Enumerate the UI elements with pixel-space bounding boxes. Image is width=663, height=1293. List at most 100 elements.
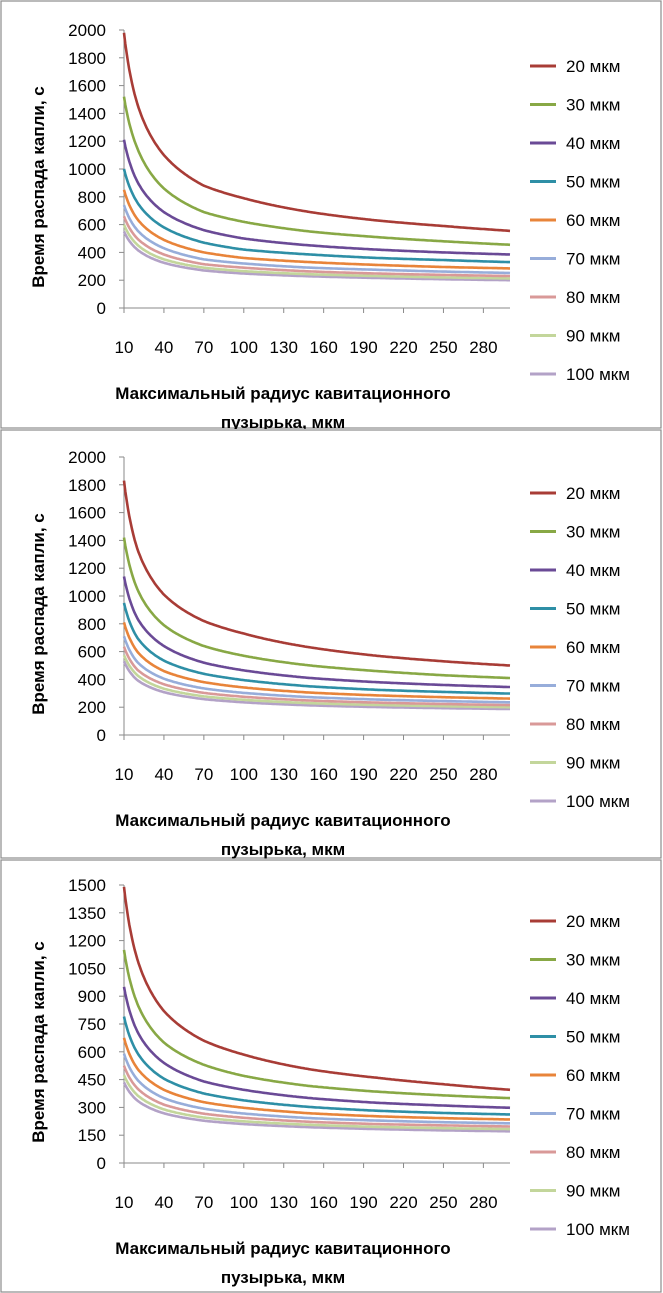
legend-label: 50 мкм bbox=[566, 1028, 620, 1047]
x-tick-label: 220 bbox=[389, 1193, 417, 1212]
x-axis-title-line2: пузырька, мкм bbox=[221, 840, 345, 859]
x-tick-label: 130 bbox=[270, 1193, 298, 1212]
y-axis-title: Время распада капли, с bbox=[29, 86, 48, 287]
x-tick-label: 70 bbox=[194, 338, 213, 357]
legend-label: 60 мкм bbox=[566, 1066, 620, 1085]
y-tick-label: 200 bbox=[78, 271, 106, 290]
chart-panel-bottom: 0 150 300 450 600 750 900 1050 1200 1350 1500 10 40 7… bbox=[0, 859, 662, 1293]
x-tick-label: 280 bbox=[469, 765, 497, 784]
x-tick-label: 10 bbox=[115, 1193, 134, 1212]
y-tick-label: 600 bbox=[78, 643, 106, 662]
chart-bottom: 0 150 300 450 600 750 900 1050 1200 1350 1500 10 40 7… bbox=[0, 859, 662, 1293]
series-line-80-мкм bbox=[122, 646, 511, 707]
legend-label: 70 мкм bbox=[566, 250, 620, 269]
chart-frame bbox=[0, 429, 662, 859]
series-line-40-мкм bbox=[122, 986, 511, 1110]
y-tick-label: 400 bbox=[78, 243, 106, 262]
y-tick-label: 0 bbox=[97, 299, 106, 318]
y-tick-label: 1500 bbox=[68, 876, 106, 895]
y-tick-label: 750 bbox=[78, 1015, 106, 1034]
series-line-80-мкм bbox=[122, 1065, 511, 1128]
legend-label: 50 мкм bbox=[566, 173, 620, 192]
x-tick-label: 250 bbox=[429, 765, 457, 784]
chart-panel-middle: 0 200 400 600 800 1000 1200 1400 1600 1800 2000 10 4… bbox=[0, 429, 662, 859]
series-line-100-мкм bbox=[122, 231, 511, 282]
legend-label: 80 мкм bbox=[566, 1143, 620, 1162]
x-tick-label: 130 bbox=[270, 765, 298, 784]
legend-label: 80 мкм bbox=[566, 715, 620, 734]
legend-label: 70 мкм bbox=[566, 677, 620, 696]
series-line-100-мкм bbox=[122, 660, 511, 711]
y-tick-label: 0 bbox=[97, 726, 106, 745]
y-tick-label: 400 bbox=[78, 670, 106, 689]
y-tick-label: 2000 bbox=[68, 448, 106, 467]
x-tick-label: 280 bbox=[469, 1193, 497, 1212]
series-line-40-мкм bbox=[122, 576, 511, 689]
x-tick-label: 40 bbox=[154, 338, 173, 357]
legend-label: 30 мкм bbox=[566, 523, 620, 542]
x-tick-label: 70 bbox=[194, 1193, 213, 1212]
x-axis-title-line2: пузырька, мкм bbox=[221, 413, 345, 429]
series-line-20-мкм bbox=[122, 32, 511, 233]
series-line-30-мкм bbox=[122, 537, 511, 680]
x-axis-title-line1: Максимальный радиус кавитационного bbox=[115, 1239, 450, 1258]
chart-top: 0 200 400 600 800 1000 1200 1400 1600 1800 2000 10 4… bbox=[0, 0, 662, 429]
series-line-50-мкм bbox=[122, 1016, 511, 1116]
legend-label: 50 мкм bbox=[566, 600, 620, 619]
x-tick-label: 100 bbox=[230, 765, 258, 784]
x-tick-label: 40 bbox=[154, 1193, 173, 1212]
y-tick-label: 1350 bbox=[68, 904, 106, 923]
legend-label: 100 мкм bbox=[566, 1220, 630, 1239]
series-line-20-мкм bbox=[122, 886, 511, 1092]
y-axis-title: Время распада капли, с bbox=[29, 513, 48, 714]
y-tick-label: 1600 bbox=[68, 77, 106, 96]
legend-label: 20 мкм bbox=[566, 912, 620, 931]
x-tick-label: 220 bbox=[389, 338, 417, 357]
legend-label: 40 мкм bbox=[566, 134, 620, 153]
y-tick-label: 1400 bbox=[68, 104, 106, 123]
series-line-30-мкм bbox=[122, 96, 511, 247]
legend-label: 30 мкм bbox=[566, 951, 620, 970]
x-tick-label: 160 bbox=[309, 338, 337, 357]
x-tick-label: 190 bbox=[349, 765, 377, 784]
legend-label: 70 мкм bbox=[566, 1105, 620, 1124]
series-line-40-мкм bbox=[122, 139, 511, 256]
y-tick-label: 600 bbox=[78, 1043, 106, 1062]
y-tick-label: 0 bbox=[97, 1154, 106, 1173]
series-line-70-мкм bbox=[122, 204, 511, 275]
x-axis-title-line1: Максимальный радиус кавитационного bbox=[115, 811, 450, 830]
x-tick-label: 40 bbox=[154, 765, 173, 784]
y-tick-label: 1400 bbox=[68, 531, 106, 550]
x-tick-label: 100 bbox=[230, 1193, 258, 1212]
series-line-70-мкм bbox=[122, 635, 511, 704]
y-tick-label: 2000 bbox=[68, 21, 106, 40]
legend-label: 40 мкм bbox=[566, 561, 620, 580]
legend-label: 90 мкм bbox=[566, 754, 620, 773]
y-tick-label: 1600 bbox=[68, 504, 106, 523]
series-line-80-мкм bbox=[122, 215, 511, 278]
x-tick-label: 190 bbox=[349, 338, 377, 357]
legend-label: 30 мкм bbox=[566, 96, 620, 115]
series-line-90-мкм bbox=[122, 224, 511, 280]
y-tick-label: 1050 bbox=[68, 959, 106, 978]
series-line-50-мкм bbox=[122, 168, 511, 264]
x-tick-label: 160 bbox=[309, 765, 337, 784]
x-tick-label: 220 bbox=[389, 765, 417, 784]
legend-label: 80 мкм bbox=[566, 288, 620, 307]
y-tick-label: 1200 bbox=[68, 932, 106, 951]
x-tick-label: 10 bbox=[115, 338, 134, 357]
legend-label: 60 мкм bbox=[566, 638, 620, 657]
legend-label: 90 мкм bbox=[566, 327, 620, 346]
series-line-60-мкм bbox=[122, 622, 511, 700]
x-tick-label: 250 bbox=[429, 1193, 457, 1212]
series-line-20-мкм bbox=[122, 480, 511, 667]
series-line-90-мкм bbox=[122, 654, 511, 709]
y-tick-label: 800 bbox=[78, 615, 106, 634]
y-tick-label: 1000 bbox=[68, 160, 106, 179]
series-line-70-мкм bbox=[122, 1053, 511, 1125]
legend-label: 60 мкм bbox=[566, 211, 620, 230]
y-tick-label: 1000 bbox=[68, 587, 106, 606]
y-tick-label: 900 bbox=[78, 987, 106, 1006]
legend-label: 40 мкм bbox=[566, 989, 620, 1008]
